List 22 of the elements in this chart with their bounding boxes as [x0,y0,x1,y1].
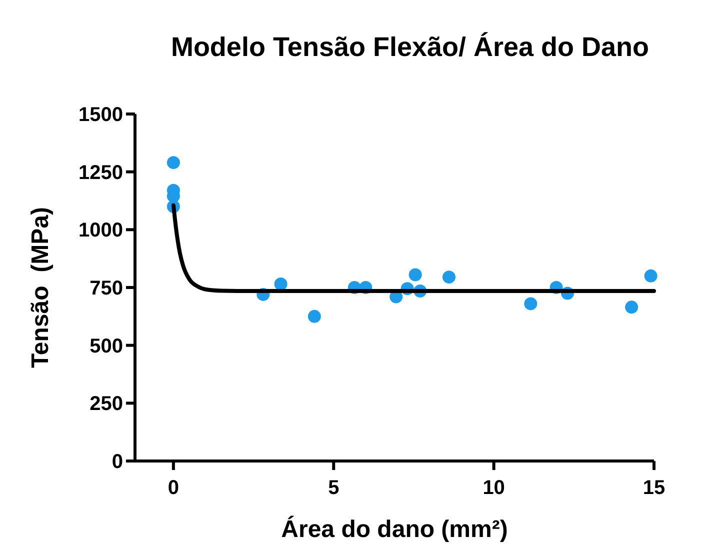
x-tick-label: 5 [328,477,340,499]
y-tick-label: 1250 [78,162,123,184]
point [644,269,658,282]
y-tick-label: 1500 [78,104,123,126]
point [308,310,321,323]
y-tick-label: 750 [90,278,123,300]
point [625,300,638,314]
y-tick-label: 250 [90,393,123,416]
point [274,278,288,291]
y-axis-title: Tensão (MPa) [27,207,54,368]
y-tick-label: 0 [112,451,123,473]
y-tick-label: 500 [90,335,123,358]
chart-title: Modelo Tensão Flexão/ Área do Dano [170,32,650,62]
x-tick-label: 0 [168,477,180,499]
y-tick-label: 1000 [78,220,123,242]
x-tick-label: 15 [642,477,666,499]
point [442,270,456,284]
point [408,268,422,282]
x-axis-title: Área do dano (mm²) [281,515,508,543]
x-tick-label: 10 [482,477,505,499]
point [524,297,538,310]
point [166,156,180,170]
